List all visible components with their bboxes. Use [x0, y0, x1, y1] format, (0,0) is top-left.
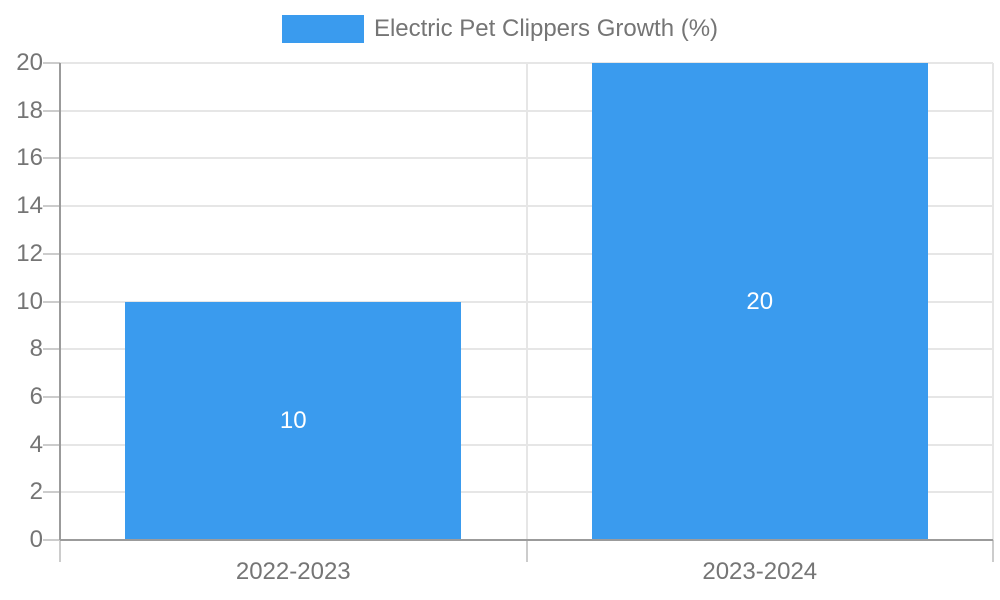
x-axis-tick: [525, 540, 528, 562]
x-axis-line: [60, 539, 993, 541]
y-tick-label: 14: [16, 192, 43, 220]
y-axis-line: [59, 63, 61, 540]
y-tick-label: 12: [16, 239, 43, 267]
y-axis-tick: [43, 157, 60, 160]
y-axis-tick: [43, 300, 60, 303]
y-tick-label: 8: [29, 335, 43, 363]
legend-label: Electric Pet Clippers Growth (%): [373, 15, 719, 42]
y-axis-tick: [43, 62, 60, 64]
x-tick-label: 2023-2024: [702, 558, 818, 585]
legend[interactable]: Electric Pet Clippers Growth (%): [0, 14, 1000, 44]
y-axis-tick: [43, 252, 60, 255]
y-tick-label: 4: [29, 430, 43, 458]
y-tick-label: 6: [29, 382, 43, 410]
y-axis-tick: [43, 395, 60, 398]
y-axis-tick: [43, 539, 60, 541]
y-tick-label: 20: [16, 49, 43, 76]
y-tick-label: 16: [16, 144, 43, 172]
x-gridline: [525, 63, 528, 540]
x-tick-label: 2022-2023: [235, 558, 351, 585]
y-tick-label: 18: [16, 96, 43, 124]
x-axis-tick: [992, 540, 994, 562]
x-axis-tick: [59, 540, 61, 562]
y-axis-tick: [43, 348, 60, 351]
y-axis-tick: [43, 109, 60, 112]
y-axis-tick: [43, 443, 60, 446]
bar-value-label: 10: [279, 406, 307, 434]
bar-2022-2023[interactable]: 10: [125, 301, 462, 540]
y-axis-tick: [43, 205, 60, 208]
legend-swatch: [281, 15, 364, 43]
bar-2023-2024[interactable]: 20: [591, 63, 928, 540]
y-axis-tick: [43, 491, 60, 494]
bar-value-label: 20: [746, 287, 774, 315]
y-tick-label: 2: [29, 478, 43, 506]
y-tick-label: 10: [16, 287, 43, 315]
x-gridline: [992, 63, 994, 540]
y-tick-label: 0: [29, 526, 43, 553]
